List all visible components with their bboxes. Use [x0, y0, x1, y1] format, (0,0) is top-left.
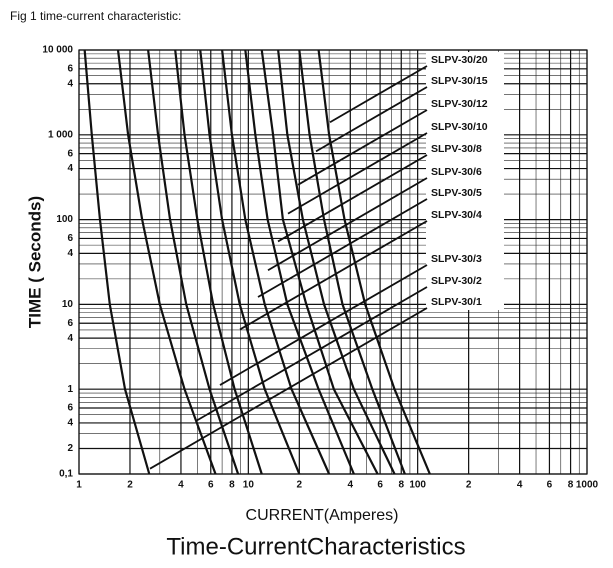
y-tick-label: 6	[67, 233, 73, 244]
y-tick-label: 2	[67, 443, 73, 454]
curve	[147, 49, 240, 475]
x-tick-label: 2	[466, 480, 472, 491]
x-tick-label: 2	[297, 480, 303, 491]
legend-label: SLPV-30/15	[431, 75, 488, 87]
leader-line	[297, 109, 428, 186]
y-tick-label: 4	[67, 163, 73, 174]
x-tick-label: 8	[568, 480, 574, 491]
legend-label: SLPV-30/1	[431, 296, 482, 308]
curve	[244, 49, 355, 475]
y-tick-label: 6	[67, 403, 73, 414]
curve	[298, 49, 406, 475]
y-tick-label: 4	[67, 333, 73, 344]
x-tick-label: 6	[377, 480, 383, 491]
x-tick-label: 4	[178, 480, 184, 491]
x-tick-label: 6	[208, 480, 214, 491]
y-tick-label: 10	[62, 299, 74, 310]
x-tick-label: 4	[517, 480, 523, 491]
y-tick-label: 6	[67, 63, 73, 74]
y-tick-label: 10 000	[42, 45, 73, 56]
x-tick-label: 8	[229, 480, 235, 491]
curve	[221, 49, 331, 475]
curve	[277, 49, 396, 475]
curve	[199, 49, 301, 475]
leader-line	[329, 65, 428, 124]
y-tick-label: 6	[67, 318, 73, 329]
caption: Fig 1 time-current characteristic:	[10, 9, 181, 23]
y-tick-label: 4	[67, 418, 73, 429]
y-axis-title: TIME ( Seconds)	[25, 196, 44, 328]
y-tick-label: 4	[67, 78, 73, 89]
x-tick-label: 4	[348, 480, 354, 491]
legend-label: SLPV-30/12	[431, 98, 488, 110]
curve	[317, 49, 431, 475]
leader-line	[149, 307, 428, 470]
leader-line	[277, 154, 428, 243]
y-tick-label: 4	[67, 248, 73, 259]
leader-line	[239, 220, 428, 331]
y-tick-label: 1	[67, 384, 73, 395]
leader-line	[287, 132, 428, 215]
y-tick-label: 6	[67, 148, 73, 159]
x-tick-label: 6	[547, 480, 553, 491]
legend-label: SLPV-30/2	[431, 275, 482, 287]
legend-label: SLPV-30/6	[431, 166, 482, 178]
legend-label: SLPV-30/10	[431, 121, 488, 133]
leader-line	[267, 177, 428, 271]
x-tick-label: 1	[76, 480, 82, 491]
leader-line	[315, 86, 428, 153]
plot-frame	[78, 49, 588, 475]
leader-line	[196, 286, 428, 422]
chart-title: Time-CurrentCharacteristics	[166, 533, 465, 560]
legend-label: SLPV-30/4	[431, 209, 482, 221]
x-tick-label: 100	[409, 480, 426, 491]
x-tick-label: 2	[127, 480, 133, 491]
leader-line	[257, 198, 428, 298]
y-tick-label: 0,1	[59, 469, 73, 480]
legend-bg	[426, 52, 504, 310]
legend-label: SLPV-30/3	[431, 253, 482, 265]
curve	[83, 49, 151, 475]
legend-label: SLPV-30/20	[431, 54, 488, 66]
leader-line	[219, 264, 428, 386]
legend-label: SLPV-30/8	[431, 143, 482, 155]
x-tick-label: 1000	[576, 480, 599, 491]
legend-label: SLPV-30/5	[431, 187, 482, 199]
curve	[116, 49, 217, 475]
y-tick-label: 1 000	[48, 129, 73, 140]
curve	[260, 49, 379, 475]
x-tick-label: 10	[243, 480, 255, 491]
y-tick-label: 100	[56, 214, 73, 225]
curve	[174, 49, 263, 475]
x-tick-label: 8	[398, 480, 404, 491]
x-axis-title: CURRENT(Amperes)	[246, 507, 399, 524]
